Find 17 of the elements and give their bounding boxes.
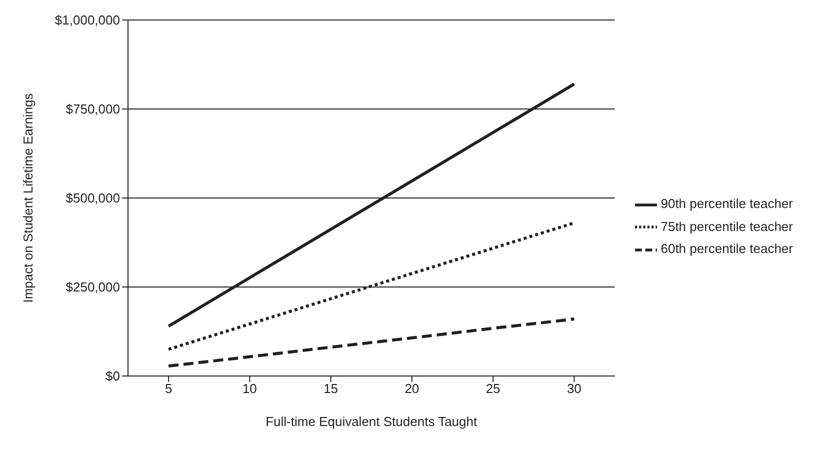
- y-tick-label: $500,000: [66, 190, 120, 206]
- y-tick-label: $750,000: [66, 102, 120, 117]
- line-series: [167, 318, 576, 368]
- x-tick-label: 25: [486, 381, 500, 396]
- x-tick-label: 5: [164, 381, 172, 396]
- y-tick-label: $0: [106, 368, 120, 384]
- x-tick-label: 20: [404, 381, 420, 396]
- y-axis-title: Impact on Student Lifetime Earnings: [20, 92, 36, 303]
- legend-label: 60th percentile teacher: [660, 241, 793, 256]
- legend-label: 75th percentile teacher: [660, 218, 793, 234]
- x-axis-title: Full-time Equivalent Students Taught: [266, 414, 478, 429]
- x-tick-label: 10: [242, 381, 257, 396]
- y-tick-label: $1,000,000: [54, 12, 120, 28]
- x-tick-label: 30: [566, 381, 582, 396]
- legend-label: 90th percentile teacher: [660, 196, 793, 212]
- y-tick-label: $250,000: [66, 280, 120, 295]
- x-tick-label: 15: [324, 381, 338, 396]
